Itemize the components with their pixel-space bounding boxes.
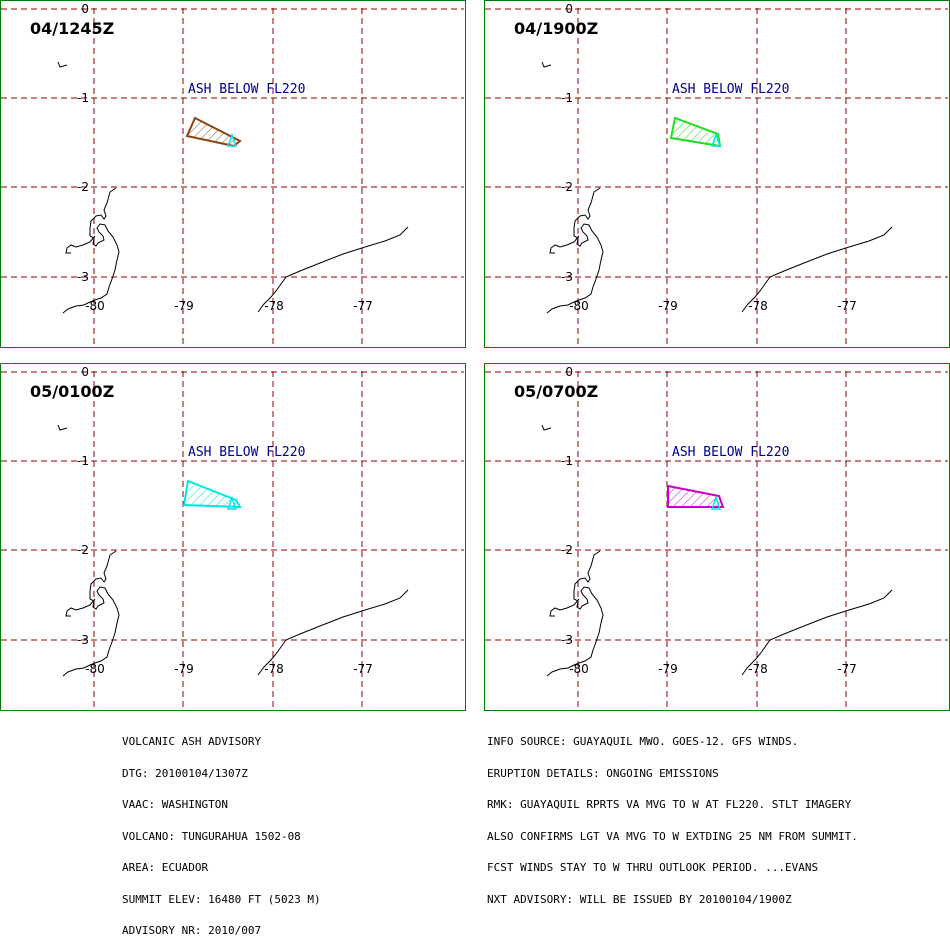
coastline <box>57 61 68 68</box>
longitude-label: -80 <box>85 299 105 313</box>
coastline <box>65 235 96 254</box>
coastline <box>549 235 580 254</box>
forecast-time-label: 04/1245Z <box>30 19 114 38</box>
coastline <box>741 589 893 676</box>
latitude-label: -2 <box>561 543 573 557</box>
volcano-marker-icon <box>710 132 722 147</box>
info-line: RMK: GUAYAQUIL RPRTS VA MVG TO W AT FL22… <box>487 798 852 811</box>
longitude-label: -79 <box>658 662 678 676</box>
volcano-marker-icon <box>710 495 722 510</box>
coastline <box>541 61 552 68</box>
advisory-line: ADVISORY NR: 2010/007 <box>122 924 262 937</box>
latitude-label: 0 <box>81 365 89 379</box>
coastline <box>541 424 552 431</box>
coastline <box>549 598 580 617</box>
advisory-remarks-text: INFO SOURCE: GUAYAQUIL MWO. GOES-12. GFS… <box>487 716 858 916</box>
latitude-label: -2 <box>77 180 89 194</box>
latitude-label: 0 <box>565 2 573 16</box>
map-panel: 0 -1 -2 -3 -80 -79 -78 -77 05/0700Z ASH BELOW FL2… <box>484 363 950 711</box>
info-line: FCST WINDS STAY TO W THRU OUTLOOK PERIOD… <box>487 861 819 874</box>
advisory-line: DTG: 20100104/1307Z <box>122 766 248 780</box>
latitude-label: 0 <box>565 365 573 379</box>
longitude-label: -80 <box>569 299 589 313</box>
coastline <box>257 589 409 676</box>
latitude-label: -1 <box>561 454 573 468</box>
latitude-label: -1 <box>77 91 89 105</box>
panel-border <box>484 0 950 348</box>
advisory-line: SUMMIT ELEV: 16480 FT (5023 M) <box>122 892 321 906</box>
map-panel: 0 -1 -2 -3 -80 -79 -78 -77 04/1900Z ASH BELOW FL2… <box>484 0 950 348</box>
advisory-header-text: VOLCANIC ASH ADVISORY DTG: 20100104/1307… <box>122 716 321 947</box>
latitude-label: 0 <box>81 2 89 16</box>
latitude-label: -1 <box>77 454 89 468</box>
map-panel: 0 -1 -2 -3 -80 -79 -78 -77 05/0100Z ASH BELOW FL2… <box>0 363 466 711</box>
longitude-label: -78 <box>748 299 768 313</box>
coastline <box>257 226 409 313</box>
longitude-label: -78 <box>264 662 284 676</box>
latitude-label: -2 <box>561 180 573 194</box>
coastline <box>62 550 120 677</box>
advisory-line: AREA: ECUADOR <box>122 861 209 874</box>
ash-level-label: ASH BELOW FL220 <box>672 82 789 97</box>
map-panel: 0 -1 -2 -3 -80 -79 -78 -77 04/1245Z ASH BELOW FL2… <box>0 0 466 348</box>
info-line: ALSO CONFIRMS LGT VA MVG TO W EXTDING 25… <box>487 829 858 843</box>
panel-border <box>0 0 466 348</box>
latitude-label: -3 <box>561 633 573 647</box>
forecast-time-label: 05/0700Z <box>514 382 598 401</box>
latitude-label: -2 <box>77 543 89 557</box>
coastline <box>65 598 96 617</box>
longitude-label: -78 <box>264 299 284 313</box>
panel-border <box>0 363 466 711</box>
ash-cloud-polygon <box>669 116 722 148</box>
longitude-label: -80 <box>569 662 589 676</box>
longitude-label: -77 <box>837 662 857 676</box>
longitude-label: -79 <box>658 299 678 313</box>
advisory-line: VOLCANO: TUNGURAHUA 1502-08 <box>122 829 301 843</box>
longitude-label: -78 <box>748 662 768 676</box>
forecast-time-label: 05/0100Z <box>30 382 114 401</box>
longitude-label: -77 <box>837 299 857 313</box>
volcano-marker-icon <box>226 132 238 147</box>
ash-cloud-polygon <box>185 116 242 148</box>
forecast-time-label: 04/1900Z <box>514 19 598 38</box>
coastline <box>62 187 120 314</box>
coastline <box>546 550 604 677</box>
panel-border <box>484 363 950 711</box>
latitude-label: -1 <box>561 91 573 105</box>
advisory-line: VOLCANIC ASH ADVISORY <box>122 735 262 748</box>
coastline <box>546 187 604 314</box>
longitude-label: -80 <box>85 662 105 676</box>
longitude-label: -79 <box>174 662 194 676</box>
ash-advisory-map: 0 -1 -2 -3 -80 -79 -78 -77 04/1245Z ASH BELOW FL2… <box>0 0 950 711</box>
info-line: INFO SOURCE: GUAYAQUIL MWO. GOES-12. GFS… <box>487 735 799 748</box>
info-line: NXT ADVISORY: WILL BE ISSUED BY 20100104… <box>487 892 792 906</box>
ash-cloud-polygon <box>182 479 242 509</box>
ash-level-label: ASH BELOW FL220 <box>672 445 789 460</box>
latitude-label: -3 <box>77 270 89 284</box>
advisory-line: VAAC: WASHINGTON <box>122 798 228 811</box>
volcano-marker-icon <box>226 495 238 510</box>
ash-cloud-polygon <box>667 484 725 508</box>
ash-level-label: ASH BELOW FL220 <box>188 82 305 97</box>
coastline <box>57 424 68 431</box>
longitude-label: -77 <box>353 662 373 676</box>
latitude-label: -3 <box>77 633 89 647</box>
ash-level-label: ASH BELOW FL220 <box>188 445 305 460</box>
latitude-label: -3 <box>561 270 573 284</box>
longitude-label: -77 <box>353 299 373 313</box>
coastline <box>741 226 893 313</box>
info-line: ERUPTION DETAILS: ONGOING EMISSIONS <box>487 766 719 780</box>
longitude-label: -79 <box>174 299 194 313</box>
